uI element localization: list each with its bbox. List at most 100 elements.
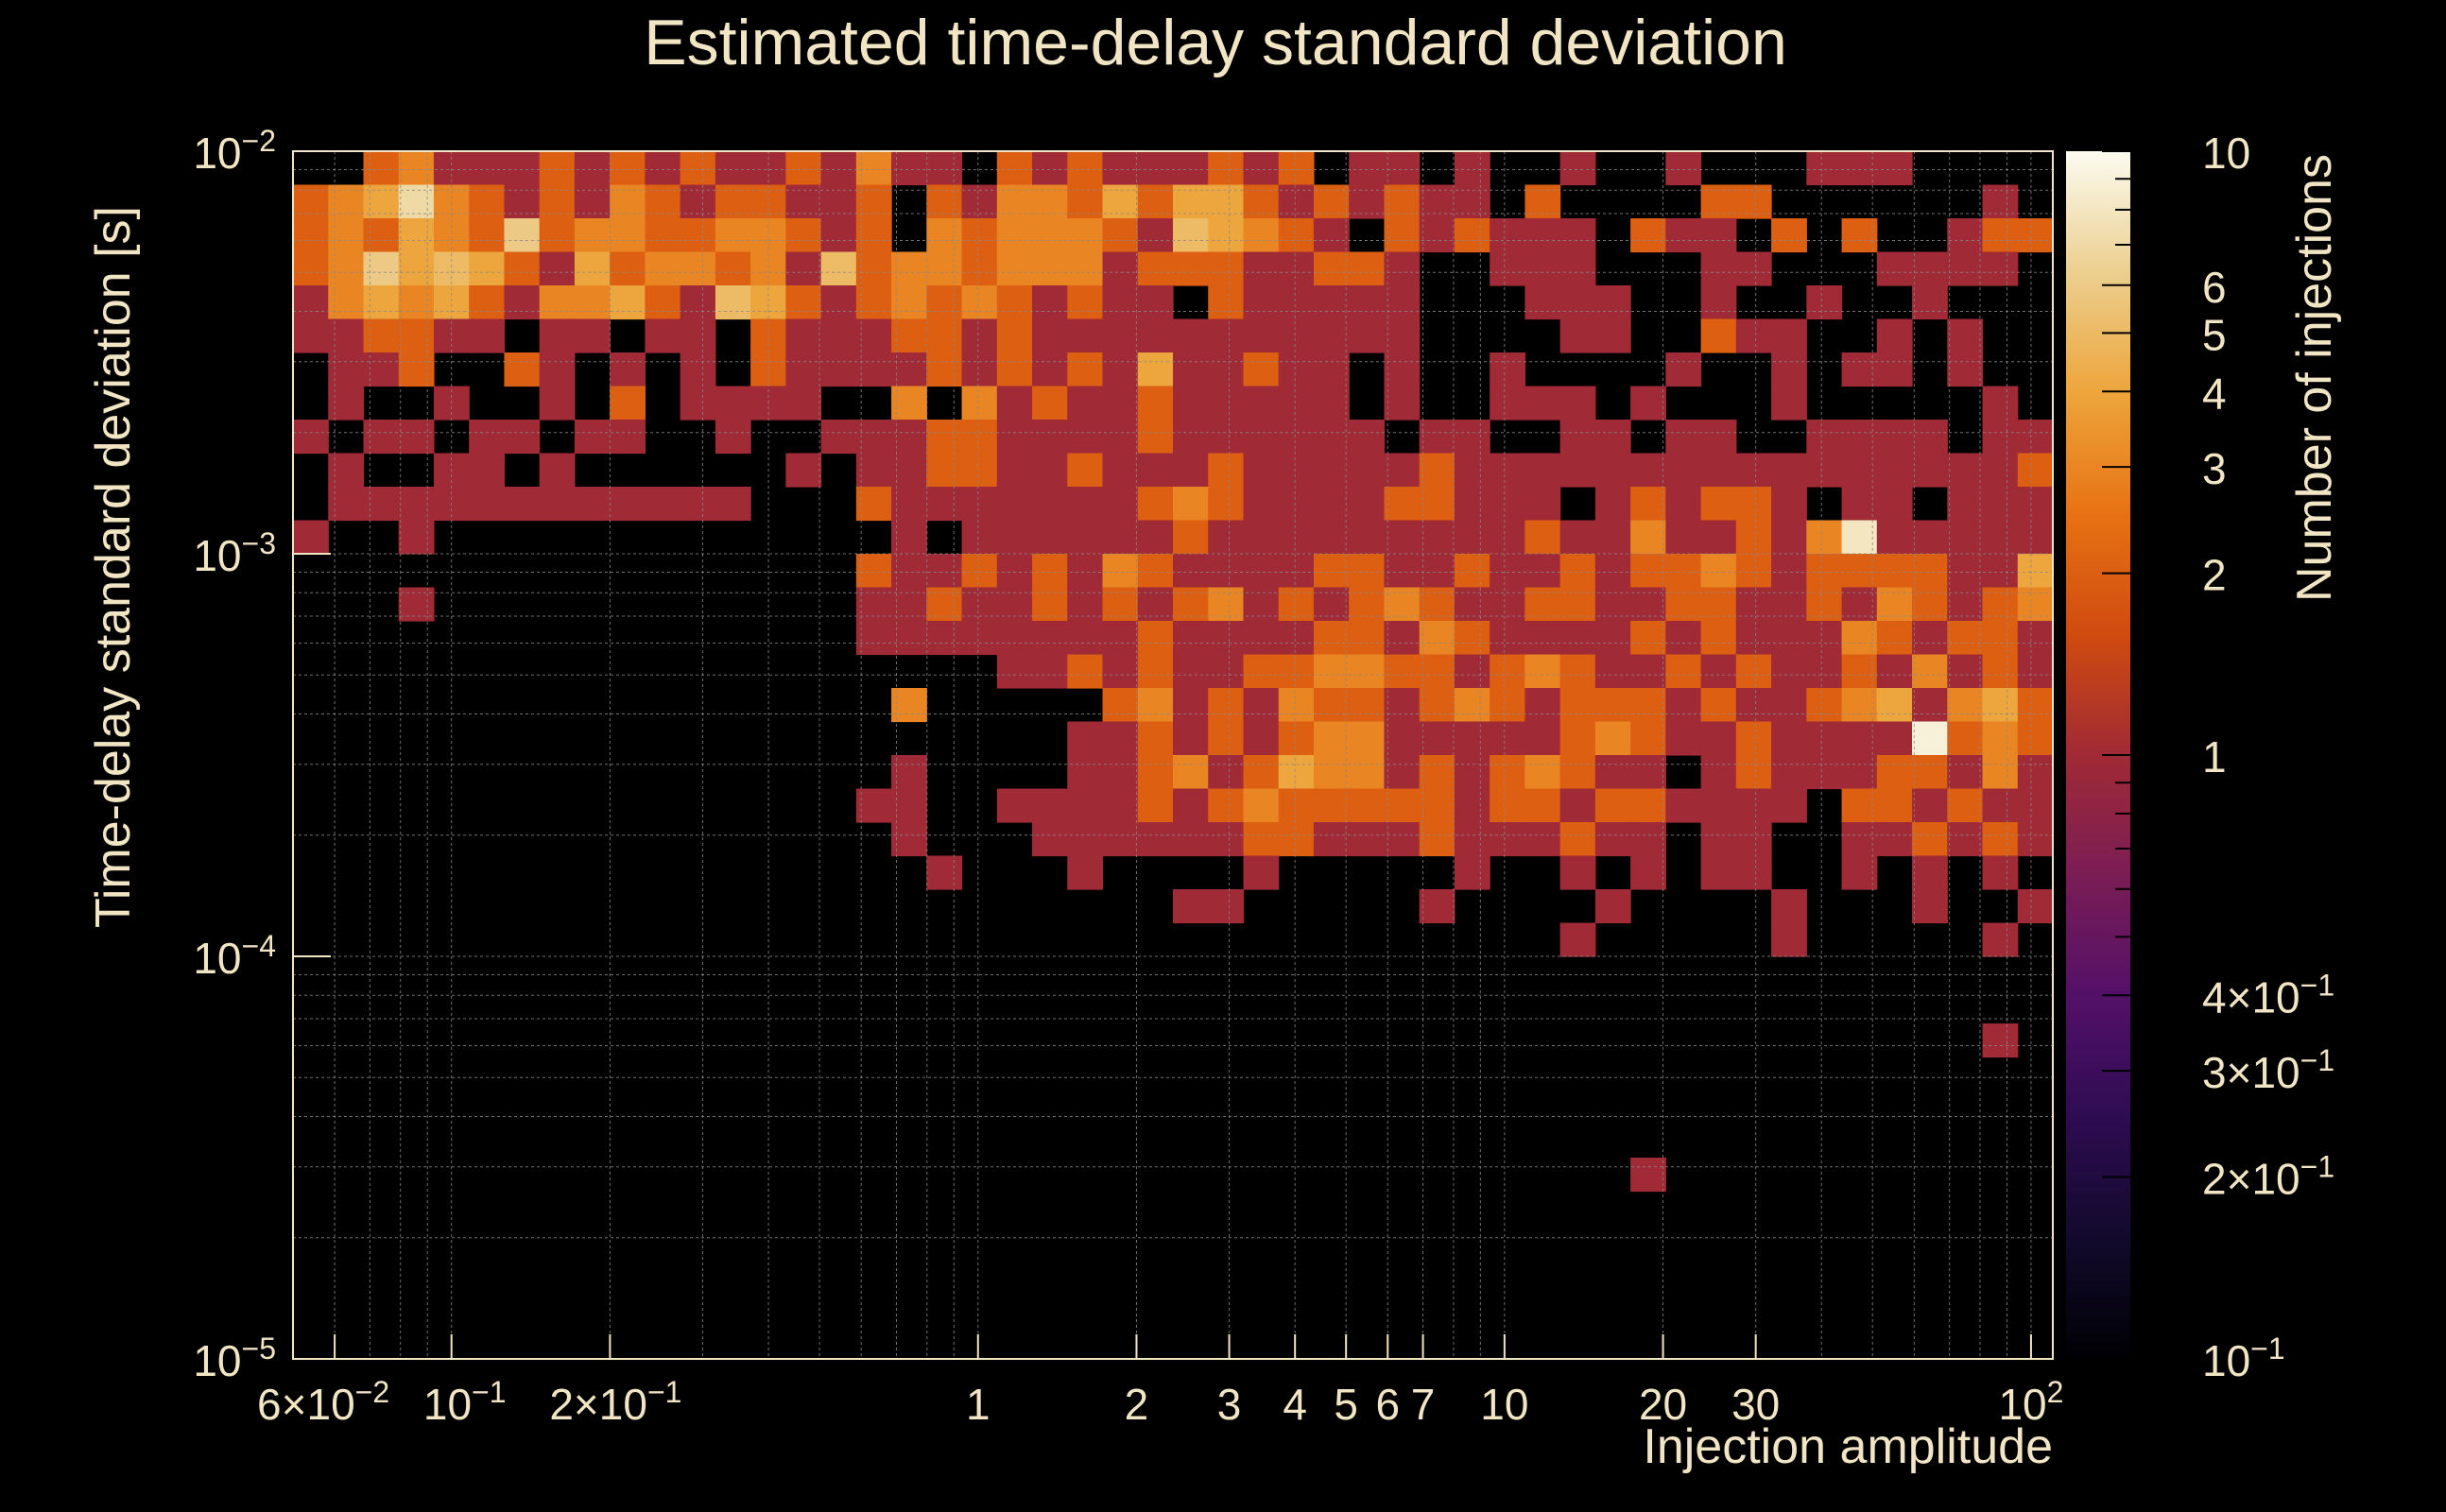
heatmap-cell [1912,554,1948,589]
heatmap-cell [1278,352,1315,387]
heatmap-cell [2017,520,2054,555]
heatmap-cell [1349,453,1386,488]
heatmap-cell [539,487,576,522]
heatmap-cell [1771,889,1807,924]
heatmap-cell [1559,621,1596,656]
heatmap-cell [1947,554,1984,589]
heatmap-cell [855,487,892,522]
heatmap-cell [1419,420,1456,455]
heatmap-cell [1559,318,1596,353]
heatmap-cell [610,386,646,421]
heatmap-cell [1630,755,1666,790]
heatmap-cell [1490,251,1525,286]
heatmap-cell [1700,688,1737,723]
heatmap-cell [1559,453,1596,488]
heatmap-cell [1419,889,1456,924]
heatmap-cell [1067,755,1104,790]
heatmap-cell [1735,554,1772,589]
x-tick-label: 1 [966,1380,990,1429]
heatmap-cell [1102,554,1139,589]
x-tick-label: 30 [1731,1380,1780,1429]
heatmap-cell [1490,453,1525,488]
heatmap-cell [1771,922,1807,957]
heatmap-cell [1876,453,1913,488]
heatmap-cell [363,420,400,455]
heatmap-cell [1102,285,1139,320]
heatmap-cell [891,688,927,723]
heatmap-cell [1243,184,1280,219]
heatmap-cell [645,151,681,186]
heatmap-cell [891,822,927,857]
heatmap-cell [1278,386,1315,421]
heatmap-cell [539,251,576,286]
heatmap-cell [1032,487,1068,522]
heatmap-cell [1454,855,1490,890]
heatmap-cell [363,285,400,320]
heatmap-cell [1524,285,1561,320]
heatmap-cell [1700,654,1737,689]
heatmap-cell [1173,721,1209,756]
heatmap-cell [1630,1158,1666,1193]
heatmap-cell [1243,352,1280,387]
heatmap-cell [1208,386,1245,421]
heatmap-cell [1982,721,2019,756]
heatmap-cell [996,788,1033,823]
heatmap-cell [1454,621,1490,656]
heatmap-cell [1208,453,1245,488]
heatmap-cell [855,788,892,823]
heatmap-cell [1419,554,1456,589]
heatmap-cell [1490,352,1525,387]
heatmap-cell [504,218,541,253]
heatmap-cell [1208,218,1245,253]
heatmap-cell [1490,788,1525,823]
y-tick-label: 10−3 [193,526,276,580]
heatmap-cell [574,184,611,219]
heatmap-cell [1771,554,1807,589]
heatmap-cell [855,453,892,488]
heatmap-cell [574,318,611,353]
heatmap-cell [680,352,716,387]
heatmap-cell [1559,251,1596,286]
heatmap-cell [645,318,681,353]
heatmap-cell [1067,487,1104,522]
heatmap-cell [891,453,927,488]
heatmap-cell [1559,788,1596,823]
heatmap-cell [1771,621,1807,656]
heatmap-cell [610,487,646,522]
heatmap-cell [961,487,998,522]
heatmap-cell [1313,285,1350,320]
heatmap-cell [398,184,435,219]
heatmap-cell [926,554,963,589]
heatmap-cell [1243,218,1280,253]
color-scale-ticks: 10 65 4 3 2 1 4×10−1 3×10−1 2×10−1 10−1 [2102,129,2334,1385]
heatmap-cell [1173,151,1209,186]
heatmap-cell [610,420,646,455]
heatmap-cell [1735,855,1772,890]
heatmap-cell [1419,721,1456,756]
heatmap-cell [1559,855,1596,890]
heatmap-cell [504,151,541,186]
heatmap-cell [926,352,963,387]
heatmap-cell [1102,755,1139,790]
heatmap-cell [1841,822,1878,857]
x-tick-label: 10−1 [423,1375,507,1429]
heatmap-cell [1490,386,1525,421]
heatmap-cell [1700,788,1737,823]
heatmap-cell [996,621,1033,656]
heatmap-cell [1313,318,1350,353]
heatmap-cell [891,352,927,387]
heatmap-cell [1173,218,1209,253]
heatmap-cell [820,352,857,387]
heatmap-cell [1594,621,1631,656]
x-tick-label: 3 [1217,1380,1242,1429]
heatmap-cell [1771,218,1807,253]
heatmap-cell [574,151,611,186]
heatmap-cell [1771,688,1807,723]
heatmap-cell [1806,755,1843,790]
heatmap-cell [1349,520,1386,555]
heatmap-cell [1349,420,1386,455]
heatmap-cell [680,251,716,286]
heatmap-cell [1067,352,1104,387]
heatmap-cell [680,487,716,522]
heatmap-cell [1454,453,1490,488]
